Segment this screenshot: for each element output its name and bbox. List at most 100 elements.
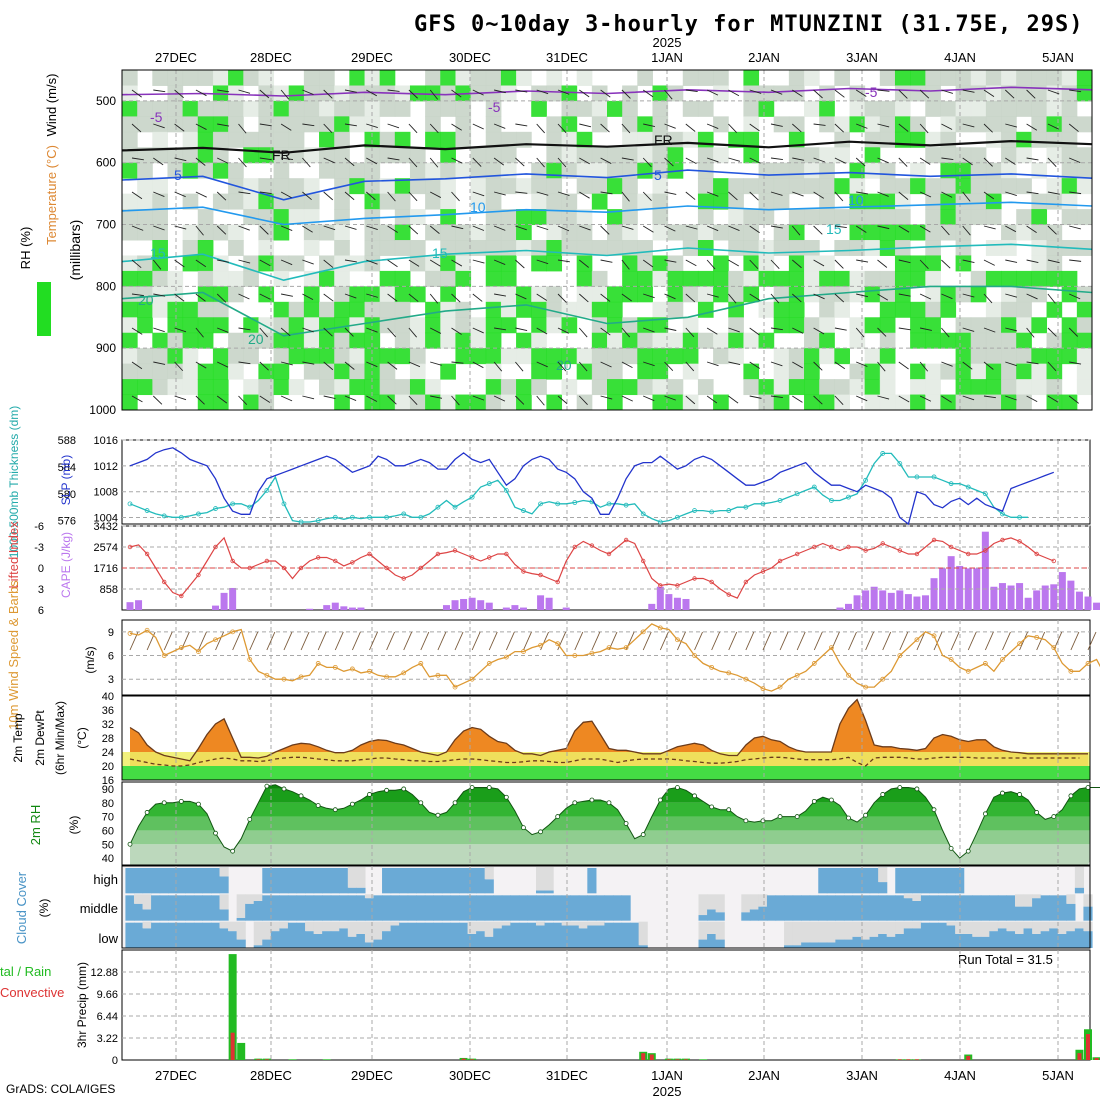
wind-barb [1070,631,1080,651]
profile-wind-barb [557,395,568,405]
profile-wind-barb [962,191,971,202]
profile-wind-barb [366,157,378,165]
profile-wind-barb [983,327,996,333]
rh-cell [137,286,153,303]
cloud-middle-bar [920,895,931,921]
cloud-middle-bar [501,895,511,921]
rh-cell [546,147,563,164]
rh-cell [288,348,305,365]
rh-cell [652,363,669,380]
wind-barb [403,631,413,651]
rh-cell [910,270,926,287]
rh-cell [152,209,168,226]
lifted-index-point [521,569,526,574]
profile-wind-barb [962,123,975,128]
rh-cell [1001,348,1017,365]
cape-bar [1067,580,1075,610]
precip-conv-bar [906,1059,911,1060]
cloud-middle-bar [1006,895,1016,921]
rh-cell [591,363,608,380]
rh-cell [576,209,593,226]
rh-cell [197,70,214,86]
rh-band [130,830,1090,845]
profile-wind-barb [174,259,185,268]
rh-cell [713,193,729,210]
cape-bar [896,590,904,610]
lifted-index-point [487,555,492,560]
rh-cell [713,116,729,133]
rh-cell [849,270,866,287]
cloud-high-bar [125,868,135,894]
rh-cell [167,301,184,318]
profile-wind-barb [898,361,909,370]
profile-wind-barb [962,225,971,236]
rh-cell [652,255,669,272]
rh-cell [364,332,381,349]
profile-wind-barb [472,327,484,334]
profile-wind-barb [770,327,783,331]
rh-cell [576,270,593,287]
cloud-low-bar [407,922,417,948]
rh-cell [667,301,684,318]
cape-bar [519,607,527,610]
profile-wind-barb [344,123,357,127]
cloud-low-bar [835,939,845,948]
rh-cell [1001,100,1017,117]
profile-wind-barb [770,123,783,127]
rh-cell [652,209,669,226]
isotherm-label: 20 [556,357,572,373]
cloud-high-gap [535,867,546,891]
rh-cell [804,348,820,365]
rh-cell [622,85,638,102]
rh-point [486,785,492,790]
wind-speed-line-point [657,625,663,631]
profile-wind-barb [536,157,545,168]
rh-cell [1016,147,1032,164]
cloud-low-bar [450,922,460,948]
lifted-index-point [1017,539,1022,544]
cloud-middle-bar [801,895,811,921]
profile-wind-barb [174,327,187,333]
rh-cell [682,317,699,334]
profile-wind-barb [877,395,890,400]
rh-cell [622,209,638,226]
temp-tick: 20 [102,761,114,773]
rh-point [264,783,270,789]
rh-cell [546,131,563,148]
lifted-index-point [127,544,133,550]
temp-tick: 28 [102,733,114,745]
wind-speed-line-point [1000,657,1005,662]
rh-cell [485,178,502,195]
slp-right-tick: 1004 [94,513,118,525]
profile-wind-barb [153,89,166,93]
precip-total-bar [699,1059,708,1060]
cloud-low-bar [142,928,152,948]
rh-cell [152,270,168,287]
lifted-index-point [555,579,560,585]
cloud-middle-bar [553,895,563,921]
wind-tick: 6 [108,651,114,663]
rh-cell [319,131,335,148]
wind-barb [505,631,515,651]
profile-wind-barb [1026,361,1039,365]
rh-cell [819,116,835,133]
rh-cell [576,224,593,241]
rh-cell [864,270,881,287]
rh-cell [849,162,866,179]
profile-wind-barb [621,89,631,99]
profile-wind-barb [408,123,418,134]
rh-cell [531,317,547,334]
rh-cell [743,286,760,303]
bottom-date-label: 4JAN [944,1068,976,1083]
rh-cell [788,131,805,148]
cloud-middle-bar [168,895,178,921]
profile-wind-barb [195,191,207,198]
rh-cell [561,147,578,164]
profile-wind-barb [323,191,334,201]
cape-bar [862,590,870,610]
rh-cell [788,116,805,133]
rh-cell [1016,178,1032,195]
cape-bar [956,565,964,610]
profile-wind-barb [302,157,311,168]
rh-cell [455,255,472,272]
